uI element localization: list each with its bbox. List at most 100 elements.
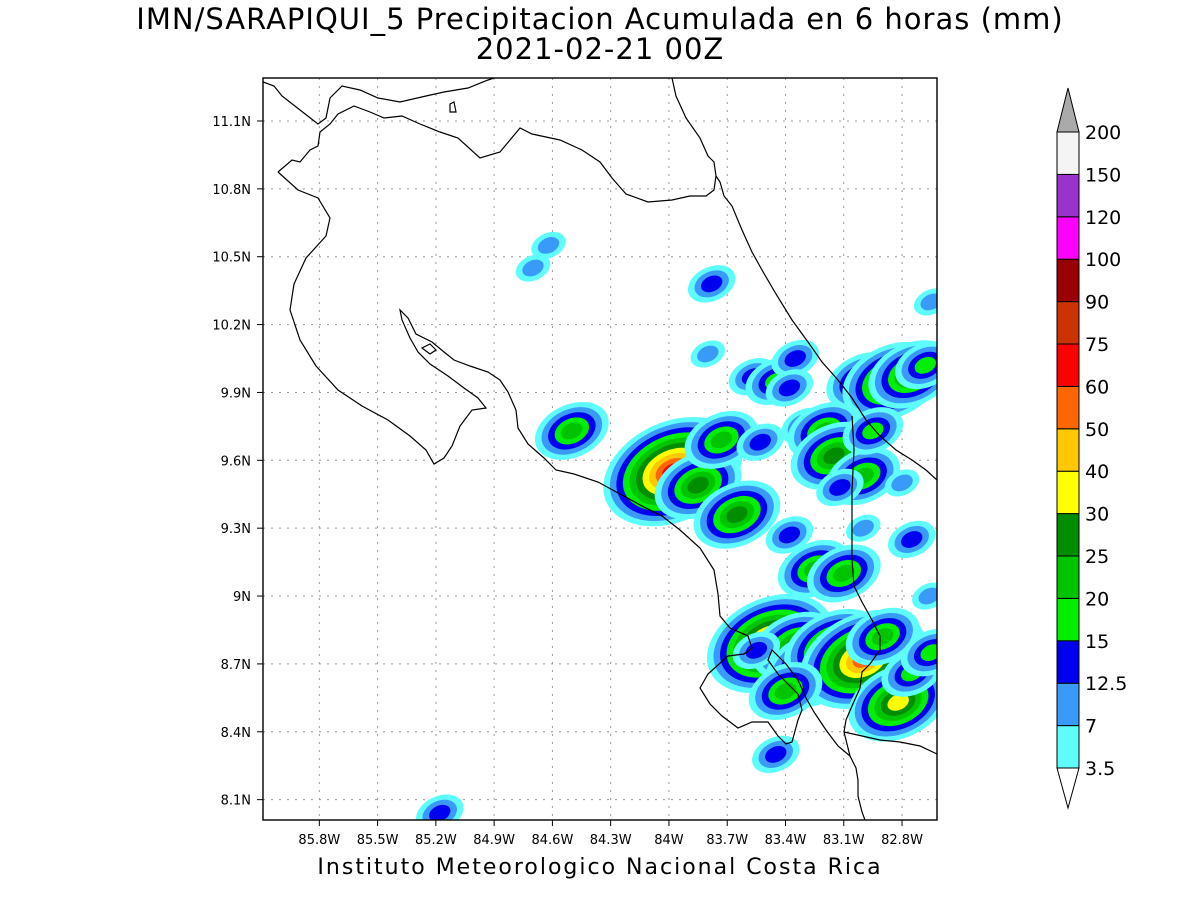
precip-contour — [918, 587, 937, 605]
nicaragua-border — [277, 105, 717, 203]
precipitation-field — [415, 231, 937, 820]
y-axis: 11.1N 10.8N 10.5N 10.2N 9.9N 9.6N 9.3N 9N 8.7N 8.… — [212, 115, 263, 809]
y-tick-label: 11.1N — [212, 115, 251, 130]
legend-label: 200 — [1085, 122, 1121, 144]
x-tick-label: 83.7W — [706, 833, 748, 848]
footer-credit: Instituto Meteorologico Nacional Costa R… — [317, 855, 883, 880]
precip-cell — [895, 341, 937, 390]
precip-contour — [429, 804, 451, 820]
legend-swatch — [1056, 173, 1080, 218]
legend-label: 120 — [1085, 207, 1121, 229]
y-tick-label: 9.3N — [221, 522, 251, 537]
precip-contour — [901, 531, 923, 548]
y-tick-label: 8.4N — [221, 726, 251, 741]
legend-over-arrow — [1056, 87, 1080, 133]
panama-coast — [843, 731, 937, 755]
legend-label: 90 — [1085, 292, 1109, 314]
legend-swatch — [1056, 258, 1080, 303]
precip-contour — [887, 693, 909, 711]
legend-label: 100 — [1085, 249, 1121, 271]
y-tick-label: 9N — [233, 590, 251, 605]
precip-cell — [534, 401, 609, 460]
precip-contour — [522, 259, 544, 277]
legend-label: 25 — [1085, 546, 1109, 568]
precip-cell — [736, 423, 785, 461]
panama-border — [843, 415, 881, 757]
legend-swatch — [1056, 555, 1080, 599]
x-tick-label: 84.3W — [590, 833, 632, 848]
x-axis: 85.8W 85.5W 85.2W 84.9W 84.6W 84.3W 84W 83.7W 83… — [298, 820, 923, 848]
precip-contour — [852, 519, 874, 537]
legend-label: 40 — [1085, 461, 1109, 483]
legend-swatch — [1056, 343, 1080, 387]
precip-cell — [887, 520, 936, 559]
precip-cell — [684, 410, 759, 469]
chart-title: IMN/SARAPIQUI_5 Precipitacion Acumulada … — [136, 2, 1064, 36]
precip-contour — [537, 236, 560, 254]
precip-cell — [415, 794, 464, 820]
legend-swatch — [1056, 131, 1080, 175]
precip-contour — [778, 526, 801, 544]
precip-cell — [531, 231, 566, 259]
legend-label: 150 — [1085, 164, 1121, 186]
precip-cell — [752, 735, 800, 774]
legend-label: 60 — [1085, 376, 1109, 398]
y-tick-label: 8.1N — [221, 794, 251, 809]
legend-swatch — [1056, 513, 1080, 557]
precip-contour — [871, 628, 894, 646]
precip-contour — [823, 447, 845, 465]
precip-contour — [561, 422, 583, 440]
precip-contour — [862, 422, 884, 440]
x-tick-label: 83.4W — [765, 833, 807, 848]
precip-cell — [806, 544, 881, 603]
caribbean-coast — [671, 78, 937, 481]
legend-swatch — [1056, 428, 1080, 472]
legend-swatch — [1056, 470, 1080, 515]
precip-contour — [784, 350, 806, 367]
precip-contour — [829, 479, 851, 496]
legend-label: 50 — [1085, 419, 1109, 441]
precip-cell — [913, 288, 937, 316]
precip-contour — [687, 476, 709, 494]
legend-label: 15 — [1085, 631, 1109, 653]
map-frame — [262, 77, 938, 821]
precip-cell — [693, 480, 781, 549]
legend-swatch — [1056, 682, 1080, 727]
legend-under-arrow — [1056, 767, 1080, 810]
y-tick-label: 8.7N — [221, 658, 251, 673]
x-tick-label: 85.2W — [415, 833, 457, 848]
precip-cell — [771, 339, 819, 378]
precip-contour — [697, 345, 719, 363]
precip-contour — [891, 474, 913, 492]
legend-label: 75 — [1085, 334, 1109, 356]
precip-cell — [765, 516, 814, 554]
x-tick-label: 84W — [654, 833, 684, 848]
x-tick-label: 84.9W — [473, 833, 515, 848]
legend-swatch — [1056, 640, 1080, 684]
precip-contour — [778, 379, 801, 397]
color-legend: 200 150 120 100 90 75 60 50 40 30 25 20 15 12.5 7 3.5 — [1056, 87, 1127, 810]
legend-label: 12.5 — [1085, 673, 1127, 695]
legend-swatch — [1056, 725, 1080, 769]
precip-contour — [749, 433, 771, 451]
x-tick-label: 82.8W — [881, 833, 923, 848]
lake-nicaragua-shore — [263, 78, 495, 125]
legend-swatch — [1056, 597, 1080, 642]
legend-label: 3.5 — [1085, 758, 1115, 780]
precip-contour — [765, 745, 787, 763]
precip-cell — [690, 340, 726, 368]
precip-cell — [687, 265, 736, 303]
precip-cell — [911, 582, 937, 610]
legend-swatch — [1056, 216, 1080, 260]
precip-contour — [710, 431, 733, 449]
chart-subtitle: 2021-02-21 00Z — [475, 32, 725, 66]
precip-cell — [765, 369, 814, 407]
precip-cell — [845, 607, 920, 666]
y-tick-label: 10.5N — [212, 251, 251, 266]
legend-label: 30 — [1085, 504, 1109, 526]
island-outline — [449, 101, 457, 113]
y-tick-label: 9.9N — [221, 386, 251, 401]
y-tick-label: 9.6N — [221, 454, 251, 469]
x-tick-label: 85.5W — [357, 833, 399, 848]
